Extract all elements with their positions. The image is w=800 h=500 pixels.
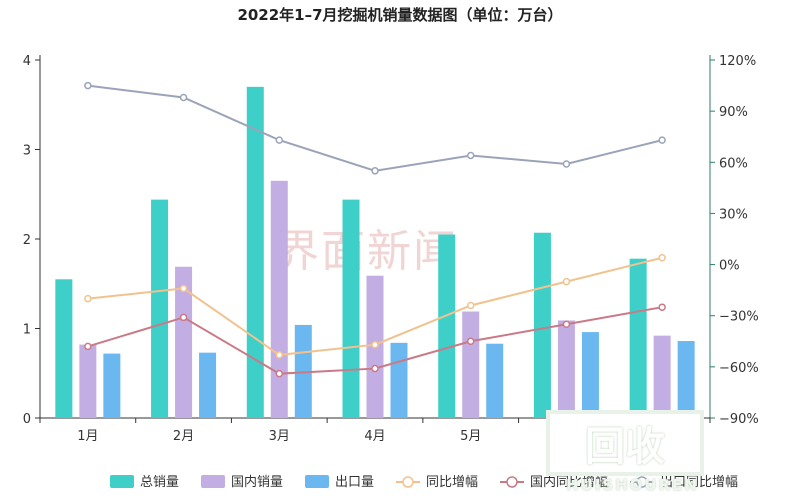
line-point-0-1 — [179, 284, 188, 293]
legend-label-0: 总销量 — [140, 475, 179, 490]
legend-label-5: 出口同比增幅 — [660, 475, 738, 490]
line-point-0-2 — [275, 351, 284, 359]
line-point-0-0 — [84, 294, 92, 303]
line-point-2-6 — [658, 136, 666, 144]
y-right-tick-label: −90% — [719, 412, 759, 427]
line-point-0-3 — [371, 340, 379, 349]
bar-0-1 — [151, 199, 169, 418]
line-point-1-3 — [371, 364, 379, 373]
bar-0-2 — [246, 86, 264, 418]
legend-label-2: 出口量 — [335, 475, 374, 490]
y-right-tick-label: −60% — [719, 361, 759, 376]
y-left-tick-label: 3 — [23, 144, 31, 159]
legend-swatch-dot-5 — [636, 476, 648, 488]
line-point-1-4 — [466, 337, 475, 346]
bar-1-4 — [462, 311, 480, 418]
bar-0-6 — [629, 258, 647, 418]
bar-1-6 — [653, 335, 671, 418]
line-point-0-5 — [562, 277, 571, 286]
line-point-2-0 — [84, 81, 92, 90]
bar-1-2 — [270, 180, 288, 418]
y-right-tick-label: 90% — [719, 105, 748, 120]
bar-0-5 — [533, 232, 551, 418]
logo-sub: HUISHOUREN — [566, 476, 699, 494]
legend-label-4: 国内同比增幅 — [530, 474, 608, 490]
line-point-2-2 — [275, 136, 284, 144]
y-right-tick-label: −30% — [719, 310, 759, 325]
legend-swatch-0 — [110, 475, 134, 488]
legend-swatch-dot-4 — [506, 476, 518, 488]
x-tick-label: 5月 — [460, 429, 481, 444]
line-point-2-1 — [179, 93, 188, 102]
y-right-tick-label: 60% — [719, 156, 748, 171]
bar-0-3 — [342, 199, 360, 418]
line-point-2-5 — [562, 160, 571, 168]
logo-main: 回收 — [546, 410, 704, 476]
bar-1-1 — [175, 266, 193, 418]
legend-swatch-1 — [201, 475, 225, 488]
line-point-2-3 — [371, 167, 379, 175]
bar-1-0 — [79, 344, 97, 418]
bar-0-4 — [438, 234, 456, 418]
y-left-tick-label: 0 — [23, 412, 31, 427]
y-left-tick-label: 4 — [23, 54, 31, 69]
line-point-1-5 — [562, 320, 571, 328]
bar-2-4 — [486, 343, 504, 418]
site-logo: 回收 HUISHOUREN — [536, 402, 800, 500]
bar-1-5 — [557, 320, 575, 418]
bar-2-5 — [581, 332, 599, 418]
bar-2-1 — [199, 352, 217, 418]
line-point-1-2 — [275, 369, 284, 378]
line-point-1-6 — [658, 303, 666, 311]
line-series-2 — [87, 84, 663, 172]
x-tick-label: 4月 — [364, 429, 385, 444]
bar-0-0 — [55, 279, 73, 418]
x-tick-label: 2月 — [173, 429, 194, 444]
x-tick-label: 3月 — [269, 429, 290, 444]
y-right-tick-label: 30% — [719, 207, 748, 222]
line-point-2-4 — [466, 151, 475, 160]
line-point-1-0 — [84, 342, 92, 351]
x-tick-label: 1月 — [77, 429, 98, 444]
line-point-0-6 — [658, 254, 666, 262]
bar-2-3 — [390, 342, 408, 418]
bar-2-6 — [677, 341, 695, 418]
watermark: 界面新闻 — [275, 226, 459, 277]
line-point-1-1 — [179, 313, 188, 322]
line-point-0-4 — [466, 301, 475, 310]
legend-swatch-dot-3 — [402, 476, 414, 488]
legend-label-3: 同比增幅 — [426, 475, 478, 490]
bar-2-0 — [103, 353, 121, 418]
legend-swatch-2 — [305, 475, 329, 488]
chart-title: 2022年1–7月挖掘机销量数据图（单位：万台） — [237, 6, 563, 24]
y-left-tick-label: 1 — [23, 323, 31, 338]
y-right-tick-label: 0% — [719, 259, 740, 274]
y-left-tick-label: 2 — [23, 233, 31, 248]
y-right-tick-label: 120% — [719, 54, 756, 69]
legend-label-1: 国内销量 — [231, 474, 283, 490]
